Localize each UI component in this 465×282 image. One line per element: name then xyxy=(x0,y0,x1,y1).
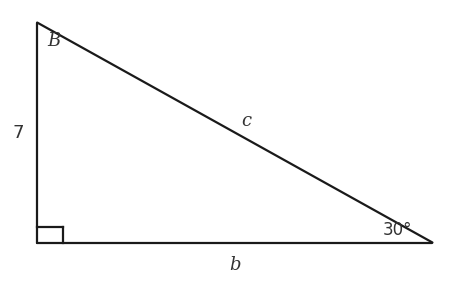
Text: b: b xyxy=(229,256,240,274)
Text: c: c xyxy=(241,112,252,130)
Text: 30°: 30° xyxy=(383,221,412,239)
Text: 7: 7 xyxy=(13,124,24,142)
Text: B: B xyxy=(47,32,60,50)
